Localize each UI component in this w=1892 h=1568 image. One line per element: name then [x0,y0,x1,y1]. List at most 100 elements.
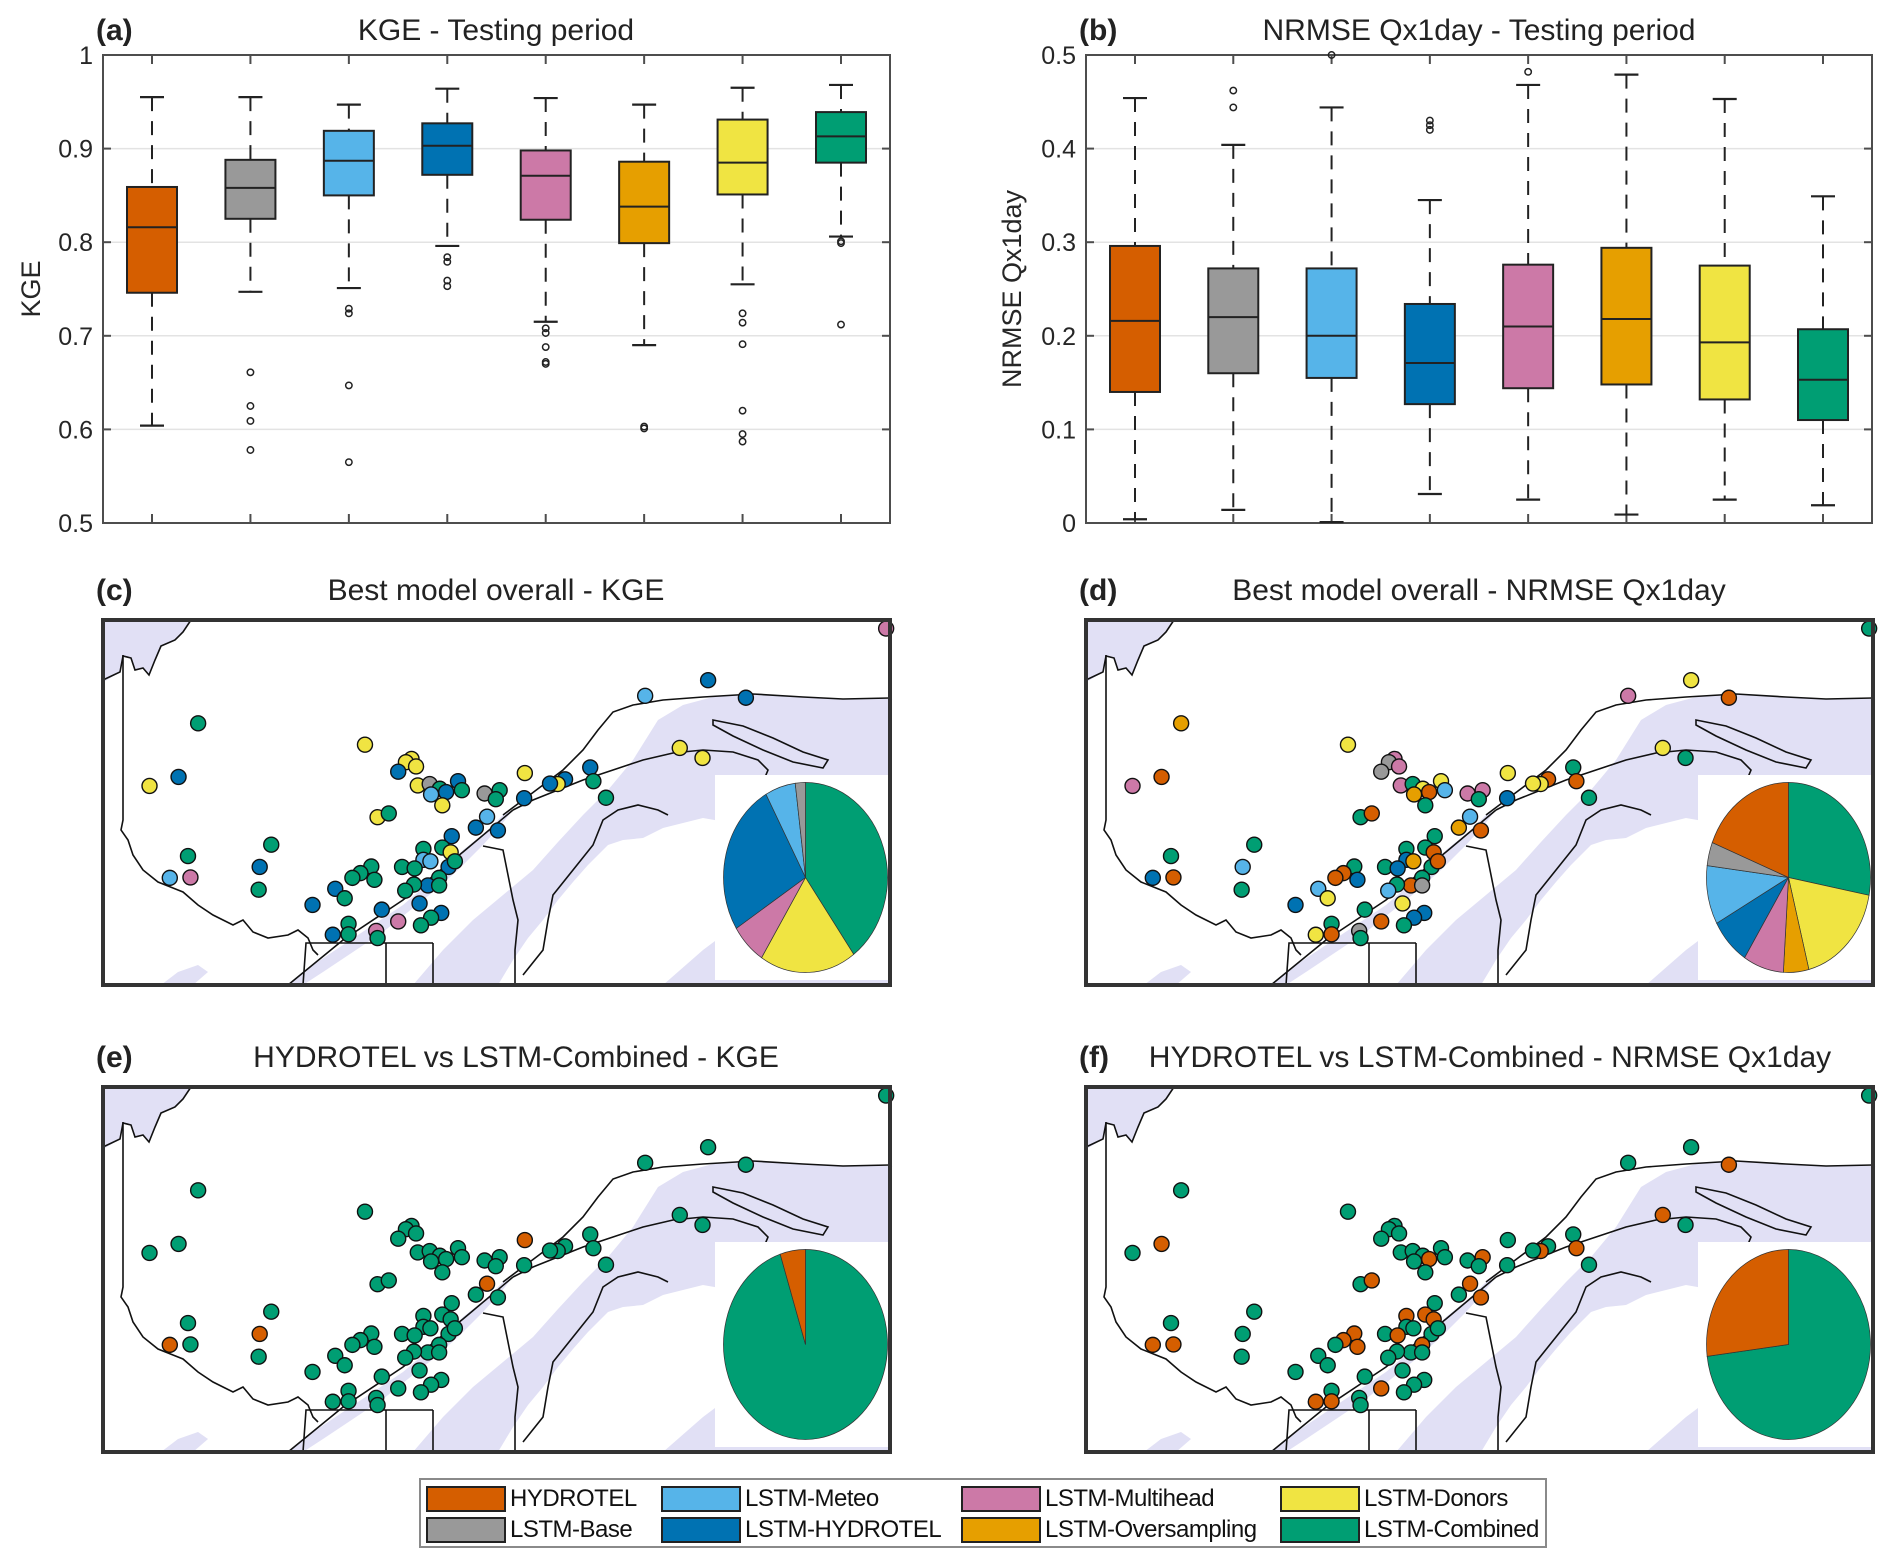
station-marker [1390,1225,1408,1242]
station-marker [411,1362,428,1379]
station-marker [366,1338,383,1355]
station-marker [324,926,342,943]
station-marker [487,790,505,808]
station-marker [263,836,280,853]
station-marker [1619,687,1637,705]
legend-label: LSTM-Oversampling [1045,1515,1257,1543]
legend: HYDROTEL LSTM-Meteo LSTM-Multihead LSTM-Don… [419,1478,1547,1548]
outlier-point [541,359,550,368]
box-iqr [322,129,375,197]
station-marker [1472,822,1490,839]
outlier-point [640,424,649,433]
legend-item-lstm-hydrotel: LSTM-HYDROTEL [661,1514,961,1545]
station-marker [737,1156,755,1173]
station-marker [1363,1272,1380,1289]
station-marker [1499,1231,1517,1249]
station-marker [487,1257,505,1275]
station-marker [1319,890,1336,907]
coastline-border [1103,655,1302,956]
station-marker [1498,1257,1516,1274]
station-marker [430,1344,448,1361]
station-marker [422,853,439,870]
y-tick-label: 0.5 [58,510,93,538]
station-marker [1327,1336,1344,1354]
station-marker [489,1289,507,1306]
y-tick-label: 0.7 [58,323,93,351]
box-lstm-oversampling [1600,55,1653,523]
legend-label: LSTM-Donors [1364,1484,1508,1512]
box-iqr [1698,264,1751,401]
station-marker [170,1235,187,1253]
box-lstm-combined [1797,55,1849,523]
outlier-point [738,309,747,318]
outlier-point [1425,121,1434,130]
station-marker [694,1216,711,1234]
box-lstm-multihead [519,55,572,523]
station-marker [694,749,711,767]
station-marker [356,736,374,753]
panel-c-title: Best model overall - KGE [328,574,665,607]
box-lstm-base [1207,55,1260,523]
station-marker [1327,869,1344,887]
outlier-point [738,318,747,327]
pie-slice-hydrotel [1711,782,1789,879]
station-marker [412,917,430,934]
station-marker [250,1348,267,1365]
outlier-point [738,437,747,446]
y-tick-label: 0.4 [1041,136,1076,164]
station-marker [636,1154,654,1172]
station-marker [141,777,158,795]
panel-d-map: (d) Best model overall - NRMSE Qx1day [1079,574,1878,987]
panel-f-title: HYDROTEL vs LSTM-Combined - NRMSE Qx1day [1149,1041,1831,1074]
station-marker [380,1272,397,1289]
station-marker [344,869,361,887]
station-marker [170,768,187,786]
station-marker [1172,715,1190,732]
station-marker [1426,827,1443,845]
station-marker [356,1203,374,1220]
station-marker [412,1384,430,1401]
coastline-border [120,655,319,956]
pie-slice-hydrotel [779,1249,806,1345]
station-marker [369,1396,386,1414]
station-marker [1380,1349,1397,1366]
coastline-border [1465,845,1502,985]
y-tick-label: 0.8 [58,229,93,257]
station-marker [1580,789,1598,806]
station-marker [1499,764,1517,782]
station-marker [585,1239,602,1257]
box-lstm-multihead [1502,55,1555,523]
y-tick-label: 0.5 [1041,42,1076,70]
station-marker [582,759,599,776]
station-marker [1144,869,1162,887]
station-marker [1287,1363,1304,1381]
panel-b-nrmse-boxplot: (b) NRMSE Qx1day - Testing period NRMSE … [997,14,1873,538]
station-marker [406,860,423,877]
outlier-point [738,406,747,415]
station-marker [1405,786,1423,803]
panel-c-letter: (c) [96,574,133,607]
outlier-point [246,368,255,377]
station-marker [422,1253,440,1270]
station-marker [336,890,353,907]
y-tick-label: 0.9 [58,136,93,164]
box-iqr [618,160,671,245]
coastline-border [522,1271,669,1443]
station-marker [390,1230,407,1247]
box-lstm-oversampling [618,55,671,523]
station-marker [366,871,383,888]
station-marker [161,869,179,887]
station-marker [1413,1344,1431,1361]
legend-item-hydrotel: HYDROTEL [426,1483,661,1514]
lake-water [1144,1432,1191,1452]
outlier-point [541,343,550,351]
station-marker [1234,1325,1251,1343]
hudson-bay-water [1086,620,1174,682]
outlier-point [344,309,353,318]
station-marker [1349,871,1366,888]
station-marker [380,805,397,822]
box-lstm-hydrotel [1403,55,1456,523]
station-marker [373,1368,390,1385]
station-marker [467,1286,485,1303]
